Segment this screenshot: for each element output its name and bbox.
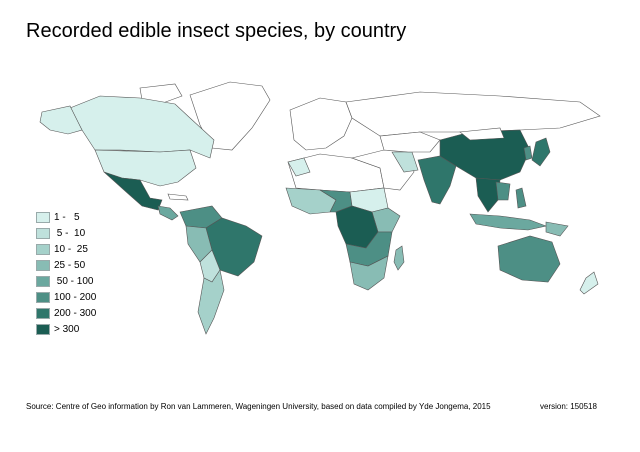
region-japan — [531, 137, 551, 167]
source-note: Source: Centre of Geo information by Ron… — [26, 402, 491, 411]
map-legend: 1 - 5 5 - 10 10 - 25 25 - 50 50 - 100 10… — [36, 211, 96, 339]
region-korea — [523, 145, 533, 161]
region-indochina — [495, 181, 511, 201]
legend-item: 10 - 25 — [36, 243, 96, 256]
legend-item: 1 - 5 — [36, 211, 96, 224]
map-title: Recorded edible insect species, by count… — [26, 20, 407, 42]
legend-item: 25 - 50 — [36, 259, 96, 272]
region-philippines — [515, 187, 527, 209]
legend-swatch — [36, 244, 50, 255]
legend-label: 25 - 50 — [54, 260, 86, 271]
region-india — [417, 155, 457, 205]
region-morocco — [287, 157, 311, 177]
region-europe — [289, 97, 353, 151]
legend-swatch — [36, 308, 50, 319]
region-central-america — [157, 205, 179, 221]
legend-swatch — [36, 212, 50, 223]
region-madagascar — [393, 245, 405, 271]
region-new-zealand — [579, 271, 599, 295]
legend-label: 5 - 10 — [54, 228, 86, 239]
region-alaska — [39, 105, 83, 135]
region-papua-new-guinea — [545, 221, 569, 237]
legend-item: 50 - 100 — [36, 275, 96, 288]
region-indonesia — [469, 213, 548, 231]
region-russia — [345, 91, 601, 137]
legend-label: 100 - 200 — [54, 292, 97, 303]
region-usa — [94, 149, 197, 187]
legend-swatch — [36, 324, 50, 335]
region-canada — [69, 95, 215, 159]
legend-swatch — [36, 228, 50, 239]
region-australia — [497, 235, 561, 283]
region-caribbean — [167, 193, 189, 201]
legend-item: 100 - 200 — [36, 291, 96, 304]
region-central-asia — [379, 131, 441, 153]
region-mexico — [103, 171, 163, 211]
legend-label: > 300 — [54, 324, 80, 335]
legend-swatch — [36, 260, 50, 271]
version-label: version: 150518 — [540, 402, 597, 411]
legend-label: 50 - 100 — [54, 276, 94, 287]
legend-swatch — [36, 292, 50, 303]
region-south-africa — [349, 255, 389, 291]
legend-label: 200 - 300 — [54, 308, 97, 319]
region-thailand — [475, 177, 501, 213]
legend-item: 200 - 300 — [36, 307, 96, 320]
region-argentina — [197, 269, 225, 335]
legend-item: 5 - 10 — [36, 227, 96, 240]
legend-item: > 300 — [36, 323, 96, 336]
legend-label: 1 - 5 — [54, 212, 80, 223]
region-mongolia — [459, 127, 505, 141]
legend-label: 10 - 25 — [54, 244, 88, 255]
legend-swatch — [36, 276, 50, 287]
